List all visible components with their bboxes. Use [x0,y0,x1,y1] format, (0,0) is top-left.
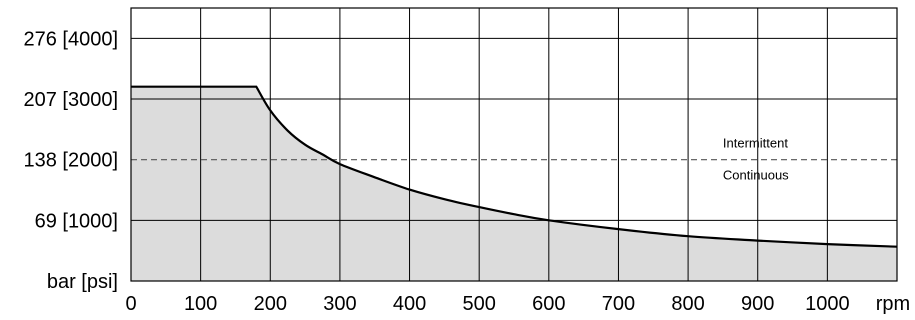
y-tick-label-276: 276 [4000] [23,28,118,50]
x-tick-label-200: 200 [254,293,287,315]
y-tick-label-207: 207 [3000] [23,89,118,111]
pressure-curve [131,85,898,248]
annotation-intermittent: Intermittent [723,136,788,151]
x-tick-label-0: 0 [125,293,136,315]
x-tick-label-600: 600 [532,293,565,315]
y-tick-label-138: 138 [2000] [23,150,118,172]
y-axis-label: bar [psi] [47,271,118,293]
x-axis-label: rpm [876,293,910,315]
x-tick-label-800: 800 [671,293,704,315]
annotation-continuous: Continuous [723,168,789,183]
x-tick-label-700: 700 [602,293,635,315]
plot-frame [130,7,898,282]
y-tick-label-69: 69 [1000] [35,210,118,232]
x-tick-label-100: 100 [184,293,217,315]
x-tick-label-900: 900 [741,293,774,315]
x-tick-label-500: 500 [462,293,495,315]
pressure-area-fill [131,86,897,281]
x-tick-label-1000: 1000 [805,293,850,315]
x-tick-label-400: 400 [393,293,426,315]
x-tick-label-300: 300 [323,293,356,315]
